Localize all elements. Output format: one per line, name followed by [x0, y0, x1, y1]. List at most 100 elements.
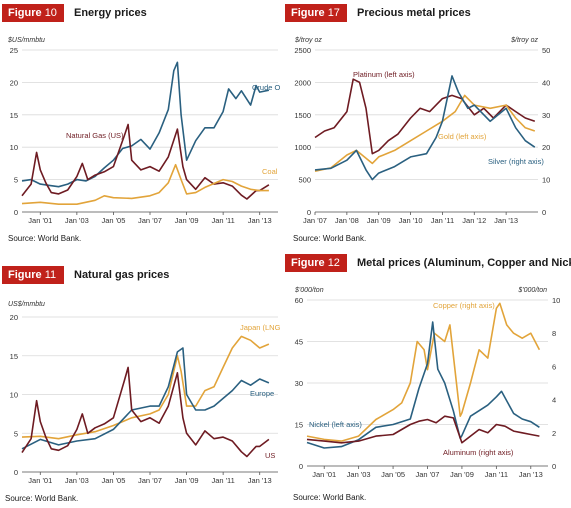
y-tick-label: 25	[10, 46, 18, 55]
y-tick-label: 500	[298, 176, 311, 185]
series-label: Gold (left axis)	[438, 132, 487, 141]
y-tick-label: 60	[295, 296, 303, 305]
series-line-3	[306, 415, 540, 444]
figure-number: 11	[44, 269, 57, 281]
figure-precious-metal-prices: Figure 17 Precious metal prices 0 500 1000…	[283, 0, 571, 250]
figure-source: Source: World Bank.	[8, 234, 82, 243]
y-tick-label: 0	[307, 208, 311, 217]
y-tick-label: 20	[10, 313, 18, 322]
x-tick-label: Jan '05	[381, 470, 405, 479]
x-tick-label: Jan '13	[248, 476, 272, 485]
series-line-1	[306, 302, 541, 442]
x-tick-label: Jan '13	[494, 216, 518, 225]
series-label: Natural Gas (US)	[66, 131, 124, 140]
figure-source: Source: World Bank.	[293, 234, 367, 243]
series-line-1	[21, 335, 270, 440]
y-right-tick-label: 50	[542, 46, 550, 55]
series-label: US	[265, 451, 275, 460]
x-tick-label: Jan '03	[65, 476, 89, 485]
y-tick-label: 30	[295, 379, 303, 388]
figure-source: Source: World Bank.	[293, 493, 367, 502]
figure-number: 10	[44, 7, 57, 19]
x-tick-label: Jan '07	[416, 470, 440, 479]
series-line-2	[306, 321, 540, 449]
y-tick-label: 10	[10, 143, 18, 152]
series-line-3	[21, 163, 269, 205]
y-axis-unit-label: US$/mmbtu	[8, 301, 45, 308]
x-tick-label: Jan '01	[312, 470, 336, 479]
figure-label: Figure	[291, 257, 325, 269]
figure-number: 17	[327, 7, 340, 19]
series-line-2	[21, 123, 270, 200]
figure-label: Figure	[8, 269, 42, 281]
metal-prices-chart: 0 15 30 45 60 0 2 4 6 8 10 Jan '01 Jan '03 Jan '05 Jan…	[294, 287, 560, 479]
x-tick-label: Jan '09	[175, 476, 199, 485]
series-label: Europe	[250, 389, 274, 398]
y-tick-label: 1000	[294, 143, 311, 152]
plot-area	[22, 50, 278, 212]
figure-title: Natural gas prices	[74, 269, 170, 281]
x-tick-label: Jan '13	[248, 216, 272, 225]
series-label: Platinum (left axis)	[353, 70, 415, 79]
series-label: Coal	[262, 167, 278, 176]
series-line-3	[21, 366, 270, 458]
y-right-tick-label: 20	[542, 143, 550, 152]
series-label: Aluminum (right axis)	[443, 448, 514, 457]
series-label: Crude Oil	[252, 83, 280, 92]
figure-title: Energy prices	[74, 7, 147, 19]
series-line-1	[314, 78, 536, 155]
series-line-2	[21, 347, 270, 450]
natural-gas-prices-chart: 0 5 10 15 20 Jan '01 Jan '03 Jan '05 Jan '07 Jan …	[8, 301, 280, 485]
x-tick-label: Jan '07	[303, 216, 327, 225]
figure-metal-prices: Figure 12 Metal prices (Aluminum, Copper…	[283, 250, 571, 508]
x-tick-label: Jan '08	[335, 216, 359, 225]
x-tick-label: Jan '11	[211, 476, 234, 485]
series-line-1	[21, 61, 270, 188]
y-tick-label: 1500	[294, 111, 311, 120]
x-tick-label: Jan '11	[431, 216, 454, 225]
figure-source: Source: World Bank.	[5, 494, 79, 503]
x-tick-label: Jan '09	[175, 216, 199, 225]
y-tick-label: 2500	[294, 46, 311, 55]
y-right-tick-label: 0	[542, 208, 546, 217]
series-label: Copper (right axis)	[433, 301, 495, 310]
y-tick-label: 10	[10, 391, 18, 400]
y-tick-label: 15	[295, 421, 303, 430]
x-tick-label: Jan '05	[101, 476, 125, 485]
y-right-axis-unit-label: $'000/ton	[517, 287, 547, 294]
x-tick-label: Jan '01	[28, 216, 52, 225]
x-tick-label: Jan '11	[211, 216, 234, 225]
y-tick-label: 0	[14, 468, 18, 477]
y-right-tick-label: 8	[552, 329, 556, 338]
y-tick-label: 15	[10, 352, 18, 361]
figure-badge: Figure 12	[285, 254, 347, 272]
figure-badge: Figure 11	[2, 266, 64, 284]
y-right-tick-label: 30	[542, 111, 550, 120]
figure-number: 12	[327, 257, 340, 269]
series-line-3	[314, 75, 536, 181]
x-tick-label: Jan '03	[347, 470, 371, 479]
series-label: Nickel (left axis)	[309, 420, 362, 429]
x-tick-label: Jan '03	[65, 216, 89, 225]
x-tick-label: Jan '11	[485, 470, 508, 479]
y-tick-label: 0	[299, 462, 303, 471]
figure-title: Precious metal prices	[357, 7, 471, 19]
figure-energy-prices: Figure 10 Energy prices 0 5 10 15 20 25 Jan '0…	[0, 0, 280, 250]
y-tick-label: 0	[14, 208, 18, 217]
y-tick-label: 20	[10, 78, 18, 87]
y-tick-label: 2000	[294, 78, 311, 87]
y-axis-unit-label: $US/mmbtu	[7, 37, 45, 44]
y-right-tick-label: 10	[542, 176, 550, 185]
energy-prices-chart: 0 5 10 15 20 25 Jan '01 Jan '03 Jan '05 Jan '07 Ja…	[7, 37, 280, 225]
y-tick-label: 15	[10, 111, 18, 120]
y-axis-unit-label: $/troy oz	[294, 37, 322, 44]
y-tick-label: 5	[14, 176, 18, 185]
y-right-tick-label: 4	[552, 396, 556, 405]
figure-label: Figure	[8, 7, 42, 19]
x-tick-label: Jan '07	[138, 216, 162, 225]
series-label: Japan (LNG)	[240, 323, 280, 332]
x-tick-label: Jan '09	[450, 470, 474, 479]
series-label: Silver (right axis)	[488, 157, 544, 166]
figure-badge: Figure 17	[285, 4, 347, 22]
y-right-tick-label: 0	[552, 462, 556, 471]
